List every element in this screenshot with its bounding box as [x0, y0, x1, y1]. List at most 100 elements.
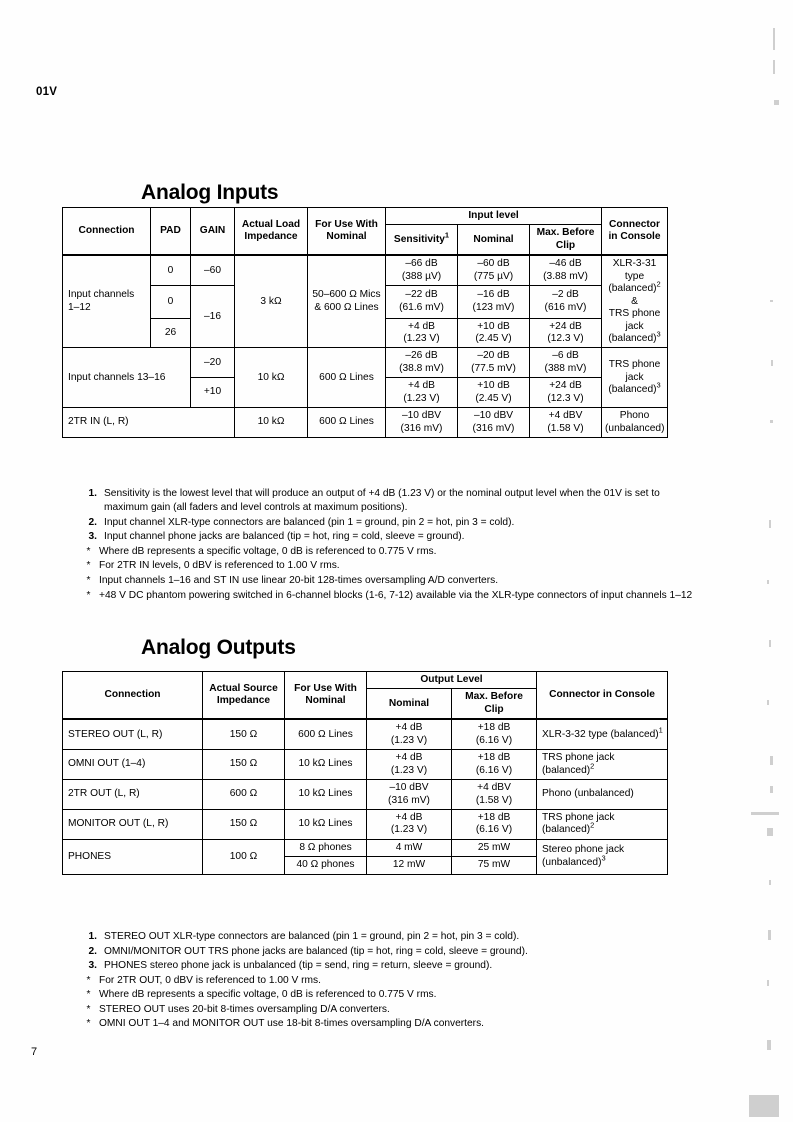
value-db: +18 dB	[477, 722, 511, 734]
value-volt: (2.45 V)	[475, 392, 512, 404]
cell-for-use: 8 Ω phones	[284, 838, 367, 858]
table-row: Input channels 13–16 –20 10 kΩ 600 Ω Lin…	[62, 347, 669, 409]
footnote-item: 3. Input channel phone jacks are balanced…	[78, 530, 698, 544]
value-db: +10 dB	[477, 380, 510, 392]
col-actual-load-impedance: Actual Load Impedance	[234, 207, 308, 257]
cell-for-use: 50–600 Ω Mics & 600 Ω Lines	[307, 254, 386, 349]
cell-max-before-clip: 75 mW	[450, 856, 538, 875]
col-gain: GAIN	[190, 207, 235, 257]
value-volt: (123 mV)	[472, 301, 515, 313]
value-db: +4 dB	[408, 380, 435, 392]
connector-footnote-ref-2: 3	[656, 329, 661, 339]
connector-footnote-ref-1: 2	[656, 279, 661, 289]
cell-nominal: +4 dB (1.23 V)	[366, 718, 452, 751]
cell-max-before-clip: +18 dB (6.16 V)	[450, 749, 538, 781]
value-volt: (616 mV)	[544, 301, 587, 313]
connector-label: Stereo phone jack (unbalanced)	[542, 844, 625, 868]
cell-nominal: 12 mW	[366, 856, 452, 875]
footnote-marker: *	[86, 974, 91, 986]
table-header-row-top: Connection PAD GAIN Actual Load Impedanc…	[62, 206, 669, 257]
footnote-item: * STEREO OUT uses 20-bit 8-times oversamp…	[78, 1003, 698, 1017]
table-row: 2TR OUT (L, R) 600 Ω 10 kΩ Lines –10 dBV…	[62, 779, 669, 810]
cell-for-use: 40 Ω phones	[284, 856, 367, 875]
table-header-row-sub: Sensitivity1 Nominal Max. Before Clip	[63, 224, 668, 257]
footnote-text: STEREO OUT uses 20-bit 8-times oversampl…	[99, 1003, 390, 1015]
cell-connection: 2TR OUT (L, R)	[62, 779, 203, 810]
table-row: 2TR IN (L, R) 10 kΩ 600 Ω Lines –10 dBV(…	[62, 407, 669, 438]
connector-footnote-ref: 1	[658, 725, 663, 735]
connector-footnote-ref: 2	[590, 820, 595, 830]
cell-gain: –20	[190, 347, 235, 379]
table-header-row-sub: Nominal Max. Before Clip	[63, 688, 668, 721]
col-pad: PAD	[150, 207, 191, 257]
cell-max-before-clip: +18 dB (6.16 V)	[450, 808, 538, 840]
footnote-marker: *	[86, 560, 91, 572]
cell-max-before-clip: +4 dBV (1.58 V)	[450, 779, 538, 810]
value-volt: (1.58 V)	[547, 422, 584, 434]
cell-sensitivity: –66 dB (388 µV)	[385, 254, 458, 287]
value-volt: (38.8 mV)	[399, 362, 444, 374]
scan-margin-artifacts	[749, 0, 793, 1122]
col-for-use-with-nominal: For Use With Nominal	[284, 671, 367, 721]
cell-impedance: 150 Ω	[202, 808, 285, 840]
value-db: +4 dBV	[477, 782, 511, 794]
col-output-level-group: Output Level	[365, 670, 538, 690]
footnote-marker: *	[86, 1018, 91, 1030]
col-nominal: Nominal	[366, 688, 452, 721]
footnote-text: OMNI OUT 1–4 and MONITOR OUT use 18-bit …	[99, 1018, 484, 1030]
value-db: +4 dB	[395, 811, 423, 823]
value-volt: (1.23 V)	[390, 764, 428, 776]
footnote-marker: *	[86, 1003, 91, 1015]
footnote-item: * For 2TR IN levels, 0 dBV is referenced …	[78, 559, 698, 573]
cell-connector: Phono (unbalanced)	[536, 779, 669, 810]
table-row: Input channels 1–12 0 –60 3 kΩ 50–600 Ω …	[62, 254, 669, 349]
value-volt: (61.6 mV)	[399, 301, 444, 313]
cell-nominal: +4 dB (1.23 V)	[366, 808, 452, 840]
value-volt: (775 µV)	[473, 270, 514, 282]
footnote-item: 3. PHONES stereo phone jack is unbalanced…	[78, 959, 698, 973]
footnote-text: +48 V DC phantom powering switched in 6-…	[99, 589, 693, 601]
col-nominal: Nominal	[457, 224, 530, 257]
cell-nominal: +10 dB (2.45 V)	[457, 377, 530, 409]
footnote-text: Where dB represents a specific voltage, …	[99, 545, 437, 557]
value-volt: (12.3 V)	[547, 332, 584, 344]
cell-max-before-clip: +24 dB (12.3 V)	[528, 377, 603, 409]
footnote-text: Input channels 1–16 and ST IN use linear…	[99, 574, 499, 586]
value-db: +10 dB	[477, 320, 510, 332]
cell-nominal: –20 dB (77.5 mV)	[457, 347, 530, 379]
value-db: +4 dB	[395, 722, 423, 734]
value-volt: (1.23 V)	[390, 734, 428, 746]
footnote-marker: 3.	[88, 960, 98, 972]
cell-nominal: –10 dBV (316 mV)	[457, 407, 530, 438]
footnote-marker: *	[86, 545, 91, 557]
value-volt: (3.88 mV)	[543, 270, 588, 282]
footnote-text: For 2TR OUT, 0 dBV is referenced to 1.00…	[99, 974, 321, 986]
value-db: +24 dB	[549, 320, 582, 332]
footnote-marker: 2.	[88, 516, 98, 528]
footnote-item: 2. OMNI/MONITOR OUT TRS phone jacks are b…	[78, 945, 698, 959]
col-actual-source-impedance: Actual Source Impedance	[202, 671, 285, 721]
value-volt: (316 mV)	[400, 422, 443, 434]
table-row: 0 –16 –22 dB (61.6 mV) –16 dB (123 mV) –2 …	[63, 285, 668, 349]
section-heading-analog-outputs: Analog Outputs	[141, 636, 296, 659]
value-db: +24 dB	[549, 380, 582, 392]
value-db: +18 dB	[477, 752, 511, 764]
footnote-item: * +48 V DC phantom powering switched in 6…	[78, 589, 698, 603]
cell-connection: MONITOR OUT (L, R)	[62, 808, 203, 840]
cell-for-use: 600 Ω Lines	[307, 407, 386, 438]
cell-max-before-clip: +24 dB (12.3 V)	[528, 317, 603, 349]
col-max-before-clip: Max. Before Clip	[528, 224, 603, 257]
footnote-marker: 1.	[88, 931, 98, 942]
cell-for-use: 10 kΩ Lines	[284, 779, 367, 810]
value-volt: (2.45 V)	[475, 332, 512, 344]
cell-sensitivity: –22 dB (61.6 mV)	[385, 285, 458, 319]
value-volt: (1.23 V)	[403, 332, 440, 344]
connector-line-1: XLR-3-31 type (balanced)	[608, 258, 657, 295]
table-row: STEREO OUT (L, R) 150 Ω 600 Ω Lines +4 d…	[62, 718, 669, 751]
connector-label: Phono (unbalanced)	[542, 788, 634, 800]
analog-inputs-footnotes: 1. Sensitivity is the lowest level that w…	[78, 487, 698, 603]
col-connection: Connection	[62, 207, 151, 257]
cell-connection: 2TR IN (L, R)	[62, 407, 235, 438]
value-volt: (388 mV)	[544, 362, 587, 374]
